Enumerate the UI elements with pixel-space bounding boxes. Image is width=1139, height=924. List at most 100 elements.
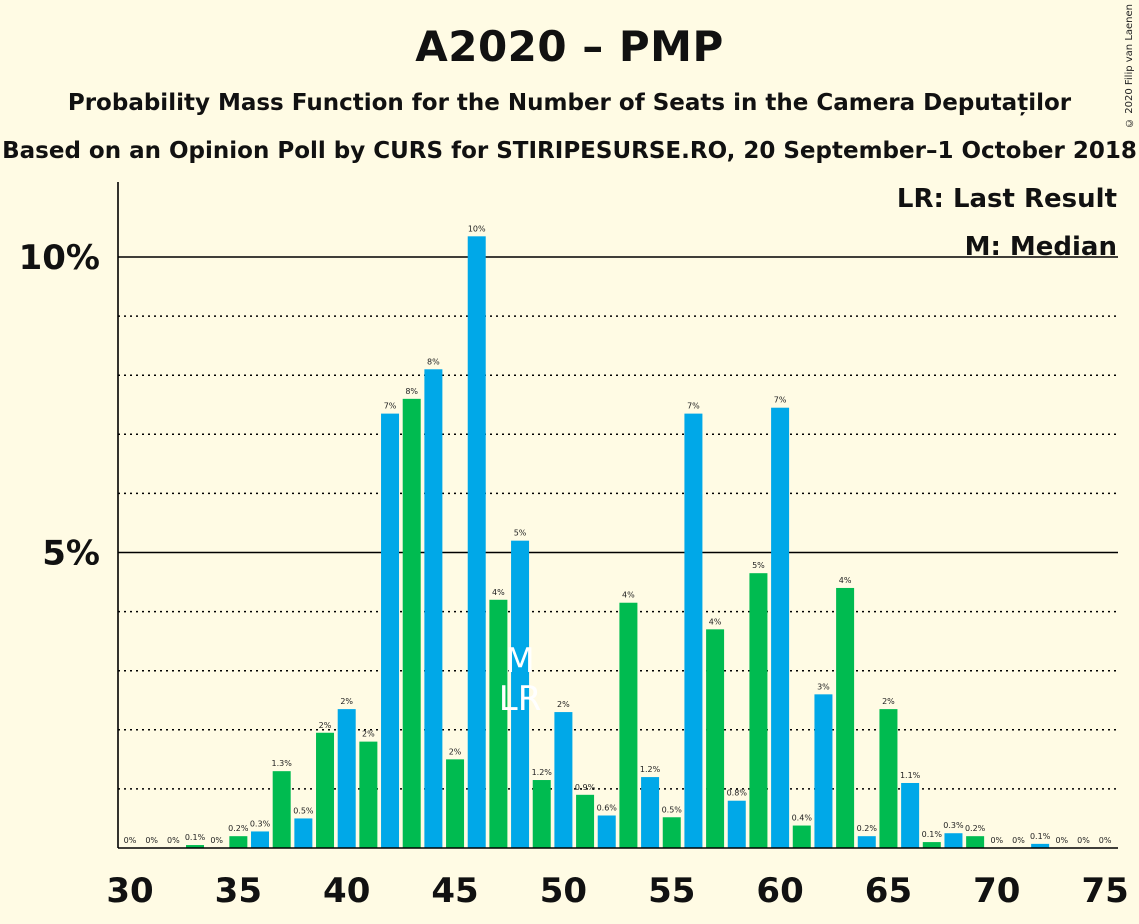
- legend-last-result: LR: Last Result: [896, 184, 1117, 214]
- data-label: 10%: [468, 224, 486, 233]
- data-label: 0.5%: [662, 805, 683, 814]
- data-label: 4%: [709, 617, 722, 626]
- y-tick-label: 5%: [42, 534, 100, 574]
- x-tick-label: 55: [648, 871, 695, 911]
- data-label: 0%: [1055, 836, 1068, 845]
- data-label: 0.1%: [185, 833, 206, 842]
- data-label: 0%: [124, 836, 137, 845]
- chart-source: Based on an Opinion Poll by CURS for STI…: [2, 138, 1137, 164]
- bar: [229, 836, 248, 848]
- bar: [749, 573, 768, 848]
- x-tick-label: 75: [1081, 871, 1128, 911]
- data-label: 5%: [752, 561, 765, 570]
- bar: [489, 599, 508, 848]
- bar: [359, 741, 378, 848]
- x-tick-label: 30: [106, 871, 153, 911]
- y-tick-label: 10%: [19, 238, 100, 278]
- data-label: 1.3%: [272, 759, 293, 768]
- data-label: 8%: [427, 357, 440, 366]
- last-result-marker: LR: [499, 679, 542, 719]
- bar: [1031, 843, 1050, 848]
- bar: [641, 777, 660, 848]
- bar: [597, 815, 616, 848]
- data-label: 0.2%: [228, 824, 249, 833]
- data-label: 0%: [1077, 836, 1090, 845]
- x-tick-label: 70: [973, 871, 1020, 911]
- data-label: 0%: [210, 836, 223, 845]
- bar: [424, 369, 443, 848]
- bar: [684, 413, 703, 848]
- data-label: 0.3%: [250, 819, 271, 828]
- data-label: 1.2%: [640, 765, 661, 774]
- data-label: 2%: [340, 697, 353, 706]
- bar: [446, 759, 465, 848]
- bar: [966, 836, 985, 848]
- data-label: 0%: [990, 836, 1003, 845]
- bar: [316, 732, 335, 848]
- data-label: 2%: [319, 721, 332, 730]
- data-label: 0%: [167, 836, 180, 845]
- data-label: 7%: [774, 396, 787, 405]
- data-label: 0.4%: [792, 814, 813, 823]
- x-tick-label: 35: [215, 871, 262, 911]
- bar: [662, 817, 681, 848]
- median-marker: M: [505, 641, 534, 681]
- data-label: 0.8%: [727, 789, 748, 798]
- bar: [771, 407, 790, 848]
- bar: [294, 818, 313, 848]
- legend-median: M: Median: [964, 232, 1117, 262]
- bar: [922, 842, 941, 848]
- data-label: 5%: [514, 529, 527, 538]
- data-label: 2%: [362, 730, 375, 739]
- bar: [857, 836, 876, 848]
- chart-title: A2020 – PMP: [415, 22, 724, 71]
- x-tick-label: 45: [431, 871, 478, 911]
- bar: [944, 833, 963, 848]
- bar: [337, 709, 356, 848]
- bar: [186, 845, 205, 848]
- data-label: 0.3%: [943, 821, 964, 830]
- data-label: 0%: [1099, 836, 1112, 845]
- x-tick-label: 40: [323, 871, 370, 911]
- data-label: 2%: [449, 747, 462, 756]
- data-label: 0.5%: [293, 806, 314, 815]
- bar: [879, 709, 898, 848]
- bar: [381, 413, 400, 848]
- data-label: 4%: [622, 591, 635, 600]
- x-tick-label: 60: [756, 871, 803, 911]
- data-label: 2%: [557, 700, 570, 709]
- data-label: 8%: [405, 387, 418, 396]
- bar: [402, 398, 421, 848]
- data-label: 0.9%: [575, 783, 596, 792]
- bar: [272, 771, 291, 848]
- bar: [511, 540, 530, 848]
- data-label: 7%: [384, 402, 397, 411]
- data-label: 0%: [1012, 836, 1025, 845]
- data-label: 0.6%: [597, 803, 618, 812]
- chart-subtitle: Probability Mass Function for the Number…: [67, 90, 1072, 116]
- bar: [576, 794, 595, 848]
- data-label: 1.1%: [900, 771, 921, 780]
- data-label: 1.2%: [532, 768, 553, 777]
- x-tick-label: 50: [540, 871, 587, 911]
- data-label: 3%: [817, 682, 830, 691]
- bar: [901, 782, 920, 848]
- data-label: 7%: [687, 402, 700, 411]
- data-label: 0.1%: [1030, 832, 1051, 841]
- bar: [836, 587, 855, 848]
- bar: [706, 629, 725, 848]
- bar: [532, 780, 551, 848]
- data-label: 0%: [145, 836, 158, 845]
- bar: [251, 831, 270, 848]
- bar: [814, 694, 833, 848]
- bar: [619, 602, 638, 848]
- bar: [554, 712, 573, 848]
- data-label: 4%: [492, 588, 505, 597]
- data-label: 0.2%: [857, 824, 878, 833]
- data-label: 0.2%: [965, 824, 986, 833]
- data-label: 4%: [839, 576, 852, 585]
- bar: [792, 825, 811, 848]
- data-label: 2%: [882, 697, 895, 706]
- bar: [727, 800, 746, 848]
